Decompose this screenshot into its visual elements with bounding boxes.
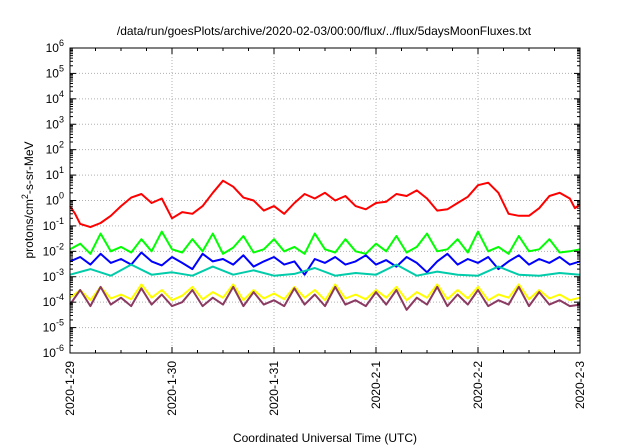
y-axis-label: protons/cm2-s-sr-MeV — [20, 141, 36, 258]
series-line-3 — [69, 251, 581, 276]
y-tick-exponent: 6 — [59, 38, 64, 48]
y-tick-exponent: 4 — [59, 89, 64, 99]
y-tick-base: 10 — [46, 66, 60, 80]
y-tick-label: 105 — [46, 63, 64, 80]
x-axis: 2020-1-29 2020-1-30 2020-1-31 2020-2-1 2020-… — [63, 48, 587, 416]
x-tick-label: 2020-1-29 — [63, 361, 77, 416]
y-tick-base: 10 — [43, 295, 57, 309]
series-line-5 — [69, 283, 581, 302]
y-tick-exponent: -6 — [56, 343, 64, 353]
chart-title: /data/run/goesPlots/archive/2020-02-03/0… — [117, 24, 532, 38]
y-tick-base: 10 — [43, 346, 57, 360]
x-tick-label: 2020-2-2 — [471, 361, 485, 409]
y-tick-label: 10-1 — [43, 216, 64, 233]
y-axis: 10-610-510-410-310-210-11001011021031041… — [43, 38, 580, 360]
y-tick-label: 104 — [46, 89, 64, 106]
y-tick-base: 10 — [46, 92, 60, 106]
y-tick-base: 10 — [46, 41, 60, 55]
y-tick-label: 10-5 — [43, 318, 64, 335]
y-tick-base: 10 — [46, 143, 60, 157]
y-tick-base: 10 — [43, 321, 57, 335]
y-tick-exponent: -3 — [56, 267, 64, 277]
y-tick-exponent: -5 — [56, 318, 64, 328]
series-line-2 — [69, 230, 581, 255]
y-tick-label: 10-3 — [43, 267, 64, 284]
y-axis-label-sup: 2 — [20, 194, 30, 199]
y-tick-base: 10 — [46, 168, 60, 182]
y-tick-label: 100 — [46, 191, 64, 208]
series-line-6 — [69, 285, 581, 311]
y-tick-exponent: -1 — [56, 216, 64, 226]
x-axis-label: Coordinated Universal Time (UTC) — [233, 431, 417, 445]
y-tick-label: 102 — [46, 140, 64, 157]
y-tick-label: 10-6 — [43, 343, 64, 360]
x-tick-label: 2020-2-3 — [573, 361, 587, 409]
grid-lines — [70, 48, 580, 353]
y-tick-label: 10-2 — [43, 241, 64, 258]
y-axis-label-suffix: -s-sr-MeV — [22, 141, 36, 194]
y-tick-base: 10 — [43, 244, 57, 258]
x-tick-label: 2020-2-1 — [369, 361, 383, 409]
y-tick-exponent: 1 — [59, 165, 64, 175]
y-tick-exponent: 3 — [59, 114, 64, 124]
x-tick-label: 2020-1-30 — [165, 361, 179, 416]
y-tick-label: 103 — [46, 114, 64, 131]
y-tick-base: 10 — [43, 270, 57, 284]
y-axis-label-prefix: protons/cm — [22, 199, 36, 258]
y-tick-exponent: 5 — [59, 63, 64, 73]
series-layer — [69, 179, 581, 311]
y-tick-label: 106 — [46, 38, 64, 55]
series-line-4 — [69, 263, 581, 277]
y-tick-exponent: 0 — [59, 191, 64, 201]
y-tick-exponent: -4 — [56, 292, 64, 302]
y-tick-base: 10 — [46, 117, 60, 131]
y-tick-exponent: 2 — [59, 140, 64, 150]
y-tick-exponent: -2 — [56, 241, 64, 251]
series-line-1 — [69, 179, 581, 229]
y-tick-label: 101 — [46, 165, 64, 182]
y-tick-base: 10 — [46, 194, 60, 208]
y-tick-label: 10-4 — [43, 292, 64, 309]
x-tick-label: 2020-1-31 — [267, 361, 281, 416]
y-tick-base: 10 — [43, 219, 57, 233]
